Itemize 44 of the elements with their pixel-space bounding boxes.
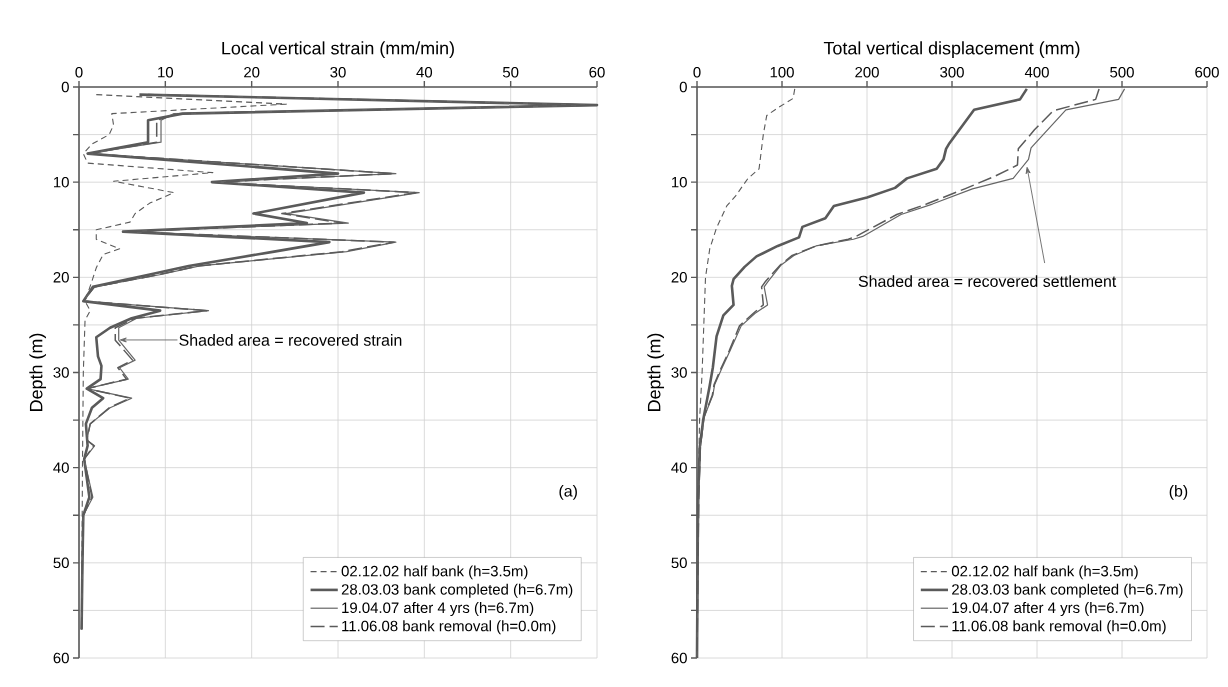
y-tick-label: 30	[53, 367, 69, 378]
x-tick-label: 20	[244, 66, 260, 78]
legend-label: 19.04.07 after 4 yrs (h=6.7m)	[342, 602, 534, 616]
y-tick-label: 50	[671, 557, 687, 569]
annotation: (a)	[559, 484, 577, 500]
x-tick-label: 200	[855, 66, 879, 78]
x-tick-label: 50	[502, 66, 519, 78]
legend-label: 02.12.02 half bank (h=3.5m)	[951, 565, 1138, 580]
y-tick-label: 20	[53, 272, 69, 283]
y-tick-label: 0	[61, 81, 69, 93]
y-tick-label: 40	[53, 462, 69, 473]
x-tick-label: 10	[158, 66, 174, 78]
annotation: Shaded area = recovered strain	[179, 334, 402, 346]
x-axis-title: Local vertical strain (mm/min)	[222, 41, 454, 59]
legend-label: 11.06.08 bank removal (h=0.0m)	[342, 620, 556, 635]
x-axis-title: Total vertical displacement (mm)	[823, 41, 1080, 59]
x-tick-label: 500	[1110, 66, 1134, 78]
y-tick-label: 10	[672, 176, 687, 188]
x-tick-label: 60	[589, 66, 605, 78]
y-tick-label: 20	[671, 272, 687, 283]
legend-label: 28.03.03 bank completed (h=6.7m)	[952, 583, 1183, 598]
y-tick-label: 60	[671, 652, 687, 664]
annotation: Shaded area = recovered settlement	[858, 275, 1117, 287]
x-tick-label: 0	[693, 66, 701, 78]
x-tick-label: 600	[1195, 66, 1219, 78]
legend-label: 02.12.02 half bank (h=3.5m)	[341, 565, 528, 580]
legend-label: 19.04.07 after 4 yrs (h=6.7m)	[952, 602, 1144, 616]
legend-label: 11.06.08 bank removal (h=0.0m)	[952, 620, 1166, 635]
annotation: (b)	[1169, 484, 1188, 500]
x-tick-label: 40	[416, 66, 433, 78]
y-tick-label: 40	[671, 462, 687, 473]
x-tick-label: 0	[75, 66, 83, 78]
y-axis-title: Depth (m)	[29, 333, 47, 411]
legend-label: 28.03.03 bank completed (h=6.7m)	[341, 583, 573, 598]
y-tick-label: 60	[53, 652, 69, 664]
x-tick-label: 300	[940, 66, 964, 78]
y-tick-label: 30	[671, 367, 687, 378]
y-tick-label: 10	[54, 176, 69, 188]
x-tick-label: 100	[770, 66, 794, 78]
y-tick-label: 50	[53, 557, 69, 569]
x-tick-label: 400	[1024, 66, 1049, 78]
x-tick-label: 30	[330, 66, 346, 78]
y-axis-title: Depth (m)	[647, 333, 665, 411]
y-tick-label: 0	[679, 81, 687, 93]
